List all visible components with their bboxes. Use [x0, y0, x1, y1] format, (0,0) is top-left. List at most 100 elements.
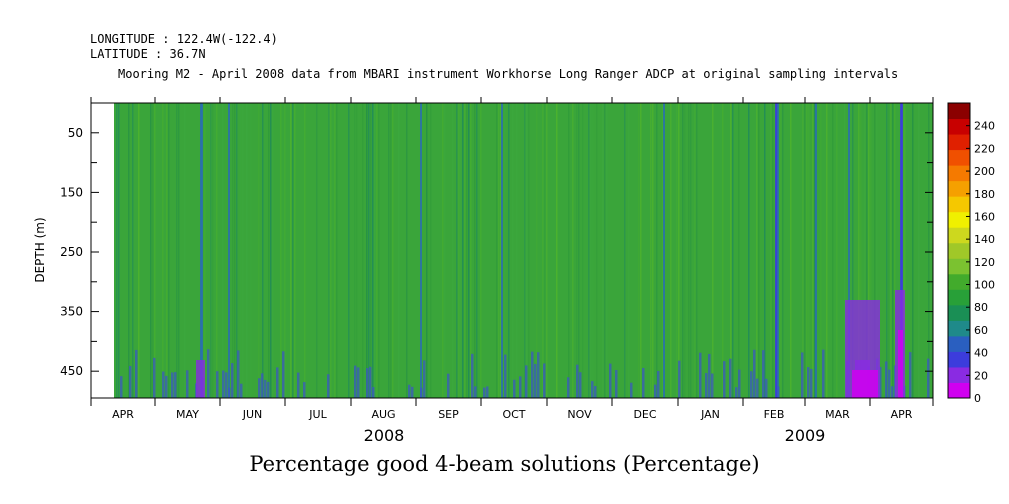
x-tick-label: AUG: [371, 408, 395, 421]
heatmap-streak: [662, 103, 664, 398]
colorbar-label: 80: [974, 301, 988, 314]
heatmap-low-bottom: [678, 360, 681, 398]
heatmap-low-bottom: [369, 366, 372, 398]
heatmap-streak: [250, 103, 252, 398]
heatmap-streak: [496, 103, 498, 398]
heatmap-low-stripe: [663, 103, 665, 398]
heatmap-streak: [152, 103, 154, 398]
heatmap-streak: [720, 103, 722, 398]
colorbar-swatch: [948, 149, 970, 166]
heatmap-streak: [802, 103, 804, 398]
colorbar-label: 100: [974, 279, 995, 292]
heatmap-streak: [844, 103, 846, 398]
x-tick-label: APR: [891, 408, 913, 421]
heatmap-streak: [528, 103, 530, 398]
heatmap-streak: [650, 103, 652, 398]
heatmap-low-bottom: [120, 376, 123, 398]
heatmap-low-bottom: [735, 387, 738, 398]
heatmap-low-bottom: [810, 368, 813, 398]
heatmap-streak: [374, 103, 376, 398]
heatmap-streak: [470, 103, 472, 398]
heatmap-streak: [694, 103, 696, 398]
heatmap-low-stripe: [201, 103, 203, 398]
heatmap-streak: [536, 103, 538, 398]
heatmap-low-bottom: [543, 363, 546, 398]
heatmap-low-bottom: [594, 386, 597, 398]
x-tick-label: OCT: [502, 408, 525, 421]
heatmap-streak: [354, 103, 356, 398]
heatmap-streak: [790, 103, 792, 398]
heatmap-streak: [232, 103, 234, 398]
heatmap-streak: [212, 103, 214, 398]
y-tick-label: 450: [60, 364, 83, 378]
heatmap-low-bottom: [591, 381, 594, 398]
heatmap-streak: [874, 103, 876, 398]
heatmap-streak: [334, 103, 336, 398]
heatmap-low-stripe: [901, 103, 903, 398]
heatmap-streak: [116, 103, 118, 398]
heatmap-streak: [466, 103, 468, 398]
heatmap-streak: [606, 103, 608, 398]
colorbar-swatch: [948, 304, 970, 321]
heatmap-streak: [758, 103, 760, 398]
heatmap-streak: [390, 103, 392, 398]
heatmap-streak: [526, 103, 528, 398]
heatmap-streak: [168, 103, 170, 398]
heatmap-streak: [464, 103, 466, 398]
heatmap-streak: [782, 103, 784, 398]
heatmap-streak: [928, 103, 930, 398]
heatmap-low-bottom: [261, 373, 264, 398]
heatmap-low-bottom: [258, 378, 261, 398]
heatmap-streak: [292, 103, 294, 398]
colorbar-label: 40: [974, 347, 988, 360]
heatmap-streak: [682, 103, 684, 398]
heatmap-streak: [890, 103, 892, 398]
heatmap-low-bottom: [171, 372, 174, 398]
heatmap-low-bottom: [888, 369, 891, 398]
heatmap-streak: [458, 103, 460, 398]
y-tick-label: 50: [68, 126, 83, 140]
heatmap-streak: [556, 103, 558, 398]
colorbar-swatch: [948, 273, 970, 290]
latitude-label: LATITUDE : 36.7N: [90, 47, 206, 61]
heatmap-streak: [652, 103, 654, 398]
heatmap-streak: [304, 103, 306, 398]
heatmap-streak: [204, 103, 206, 398]
heatmap-low-stripe: [420, 103, 422, 398]
heatmap-field: [114, 103, 933, 398]
heatmap-streak: [184, 103, 186, 398]
heatmap-low-bottom: [231, 363, 234, 398]
heatmap-streak: [806, 103, 808, 398]
heatmap-low-bottom: [531, 351, 534, 398]
heatmap-low-bottom: [153, 357, 156, 398]
heatmap-streak: [294, 103, 296, 398]
x-tick-label: JUL: [308, 408, 327, 421]
colorbar-swatch: [948, 227, 970, 244]
heatmap-streak: [222, 103, 224, 398]
heatmap-streak: [210, 103, 212, 398]
heatmap-low-bottom: [504, 354, 507, 398]
heatmap-low-bottom: [729, 358, 732, 398]
heatmap-low-bottom: [699, 352, 702, 398]
heatmap-low-bottom: [471, 353, 474, 398]
heatmap-streak: [772, 103, 774, 398]
x-tick-label: JAN: [700, 408, 720, 421]
x-tick-label: MAR: [825, 408, 850, 421]
heatmap-streak: [730, 103, 732, 398]
colorbar-label: 180: [974, 188, 995, 201]
heatmap-streak: [162, 103, 164, 398]
heatmap-streak: [376, 103, 378, 398]
heatmap-streak: [864, 103, 866, 398]
colorbar-label: 160: [974, 210, 995, 223]
heatmap-streak: [442, 103, 444, 398]
heatmap-low-bottom: [711, 373, 714, 398]
heatmap-streak: [236, 103, 238, 398]
heatmap-low-bottom: [240, 383, 243, 398]
heatmap-zero-patch: [898, 330, 903, 398]
heatmap-streak: [508, 103, 510, 398]
heatmap-streak: [378, 103, 380, 398]
heatmap-low-stripe: [848, 103, 850, 398]
y-tick-label: 150: [60, 185, 83, 199]
heatmap-streak: [582, 103, 584, 398]
heatmap-low-bottom: [534, 363, 537, 398]
